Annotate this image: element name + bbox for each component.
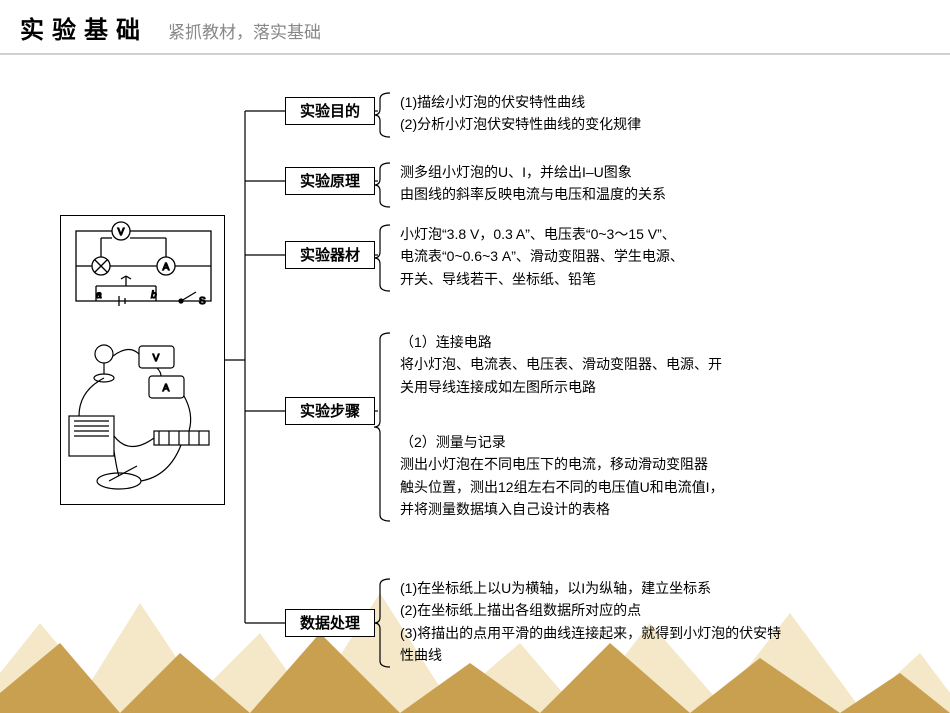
node-principle-label: 实验原理 [300, 173, 360, 190]
svg-text:V: V [118, 227, 125, 238]
svg-text:A: A [163, 262, 170, 273]
text-principle: 测多组小灯泡的U、I，并绘出I–U图象由图线的斜率反映电流与电压和温度的关系 [400, 161, 830, 206]
node-principle: 实验原理 [285, 167, 375, 195]
node-purpose: 实验目的 [285, 97, 375, 125]
circuit-diagram-box: VAabSVA [60, 215, 225, 505]
node-data-label: 数据处理 [300, 615, 360, 632]
svg-text:S: S [199, 296, 206, 307]
node-steps-label: 实验步骤 [300, 403, 360, 420]
node-data: 数据处理 [285, 609, 375, 637]
svg-text:V: V [153, 353, 160, 364]
node-steps: 实验步骤 [285, 397, 375, 425]
page-subtitle: 紧抓教材，落实基础 [168, 18, 321, 43]
text-data: (1)在坐标纸上以U为横轴，以I为纵轴，建立坐标系(2)在坐标纸上描出各组数据所… [400, 577, 890, 667]
node-equipment: 实验器材 [285, 241, 375, 269]
svg-text:a: a [96, 290, 102, 301]
text-purpose: (1)描绘小灯泡的伏安特性曲线(2)分析小灯泡伏安特性曲线的变化规律 [400, 91, 830, 136]
page-title: 实验基础 [20, 10, 148, 45]
diagram-area: VAabSVA 实验目的 实验原理 实验器材 实验步骤 数据处理 (1)描绘小灯… [0, 55, 950, 675]
circuit-schematic: VAabSVA [61, 216, 226, 506]
text-equipment: 小灯泡“3.8 V，0.3 A”、电压表“0~3～15 V”、电流表“0~0.6… [400, 223, 870, 290]
text-steps-1: （1）连接电路将小灯泡、电流表、电压表、滑动变阻器、电源、开关用导线连接成如左图… [400, 331, 880, 398]
header: 实验基础 紧抓教材，落实基础 [0, 0, 950, 55]
node-purpose-label: 实验目的 [300, 103, 360, 120]
text-steps-2: （2）测量与记录测出小灯泡在不同电压下的电流，移动滑动变阻器触头位置，测出12组… [400, 431, 880, 521]
node-equipment-label: 实验器材 [300, 247, 360, 264]
svg-text:A: A [163, 383, 170, 394]
